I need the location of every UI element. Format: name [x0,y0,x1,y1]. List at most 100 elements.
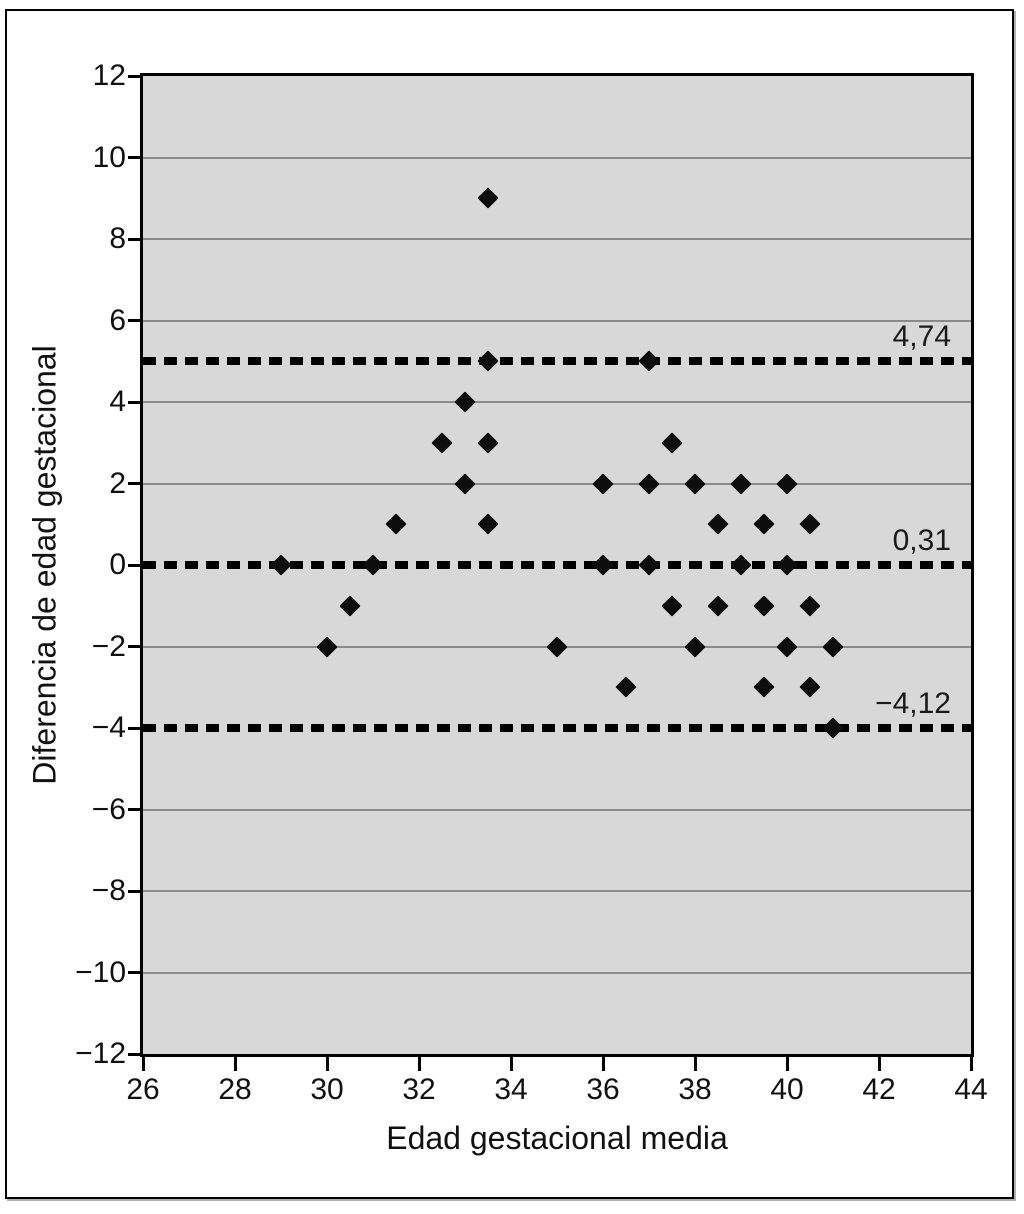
data-point [316,635,338,658]
y-axis-tick [128,319,141,322]
y-axis-tick [128,971,141,974]
data-point [454,391,476,413]
data-point [753,595,775,617]
data-point [339,595,361,617]
data-point [477,513,499,535]
y-tick-label: 6 [109,303,126,337]
data-point [707,595,729,617]
x-tick-label: 36 [586,1073,620,1106]
y-axis-tick [128,726,141,730]
x-axis-tick [509,1057,513,1071]
y-axis-tick [128,237,141,241]
y-axis-tick [128,889,141,893]
x-axis-tick [785,1057,789,1071]
data-point [477,187,499,209]
data-point [753,513,775,535]
data-point [684,472,706,495]
y-tick-label: −6 [91,792,126,826]
data-point [753,676,775,698]
y-axis-tick [128,400,141,404]
y-axis-tick [128,563,141,567]
data-point [684,635,706,658]
data-point [776,635,798,658]
reference-line-label: 0,31 [892,524,951,557]
reference-line-label: −4,12 [875,687,951,720]
data-point [638,554,660,576]
x-axis-title: Edad gestacional media [386,1120,728,1156]
data-point [615,676,637,698]
gridline [143,890,971,892]
gridline [143,156,971,159]
data-point [638,472,660,495]
data-point [385,513,407,535]
y-axis-tick [128,74,141,78]
data-point [661,595,683,617]
y-tick-label: 12 [92,59,126,92]
data-point [592,472,614,495]
y-axis-tick [128,482,141,485]
gridline [143,401,971,403]
x-axis-tick [969,1057,973,1071]
data-point [431,432,453,454]
x-axis-tick [877,1057,881,1071]
y-tick-label: −4 [91,711,126,744]
data-point [799,595,821,617]
data-point [638,350,660,372]
x-axis-tick [233,1057,237,1071]
data-point [270,554,292,576]
data-point [362,554,384,576]
x-axis-tick [325,1057,329,1071]
y-tick-label: −8 [91,874,126,907]
x-tick-label: 32 [402,1073,436,1106]
data-point [592,554,614,576]
plot-area: 4,74 0,31 −4,12 [140,73,974,1057]
data-point [799,513,821,535]
x-axis-tick [601,1057,605,1071]
data-point [707,513,729,535]
y-tick-label: 2 [109,466,126,500]
y-axis-tick [128,808,141,811]
y-tick-label: −10 [75,955,126,989]
x-tick-label: 42 [862,1073,896,1106]
data-point [799,676,821,698]
y-tick-label: −12 [75,1037,126,1070]
gridline [143,319,971,322]
gridline [143,482,971,485]
x-tick-label: 40 [770,1073,804,1106]
y-tick-label: −2 [91,629,126,663]
data-point [477,350,499,372]
data-point [822,635,844,658]
data-point [477,432,499,454]
x-axis-tick [693,1057,697,1071]
y-axis-tick [128,1052,141,1056]
x-tick-label: 44 [954,1073,988,1106]
data-point [546,635,568,658]
y-tick-label: 8 [109,222,126,255]
x-tick-label: 28 [218,1073,252,1106]
y-axis-tick [128,645,141,648]
y-tick-label: 0 [109,548,126,581]
x-axis-tick [417,1057,421,1071]
gridline [143,971,971,974]
data-point [776,472,798,495]
y-tick-label: 4 [109,385,126,418]
data-point [730,472,752,495]
x-tick-label: 26 [126,1073,160,1106]
gridline [143,808,971,811]
data-point [454,472,476,495]
y-axis-tick [128,156,141,159]
reference-line [143,561,971,569]
x-axis-tick [141,1057,145,1071]
gridline [143,238,971,240]
x-tick-label: 34 [494,1073,528,1106]
reference-line [143,357,971,366]
reference-line [143,724,971,732]
data-point [822,717,844,739]
data-point [730,554,752,576]
data-point [776,554,798,576]
y-tick-label: 10 [92,140,126,174]
data-point [661,432,683,454]
reference-line-label: 4,74 [892,320,951,354]
